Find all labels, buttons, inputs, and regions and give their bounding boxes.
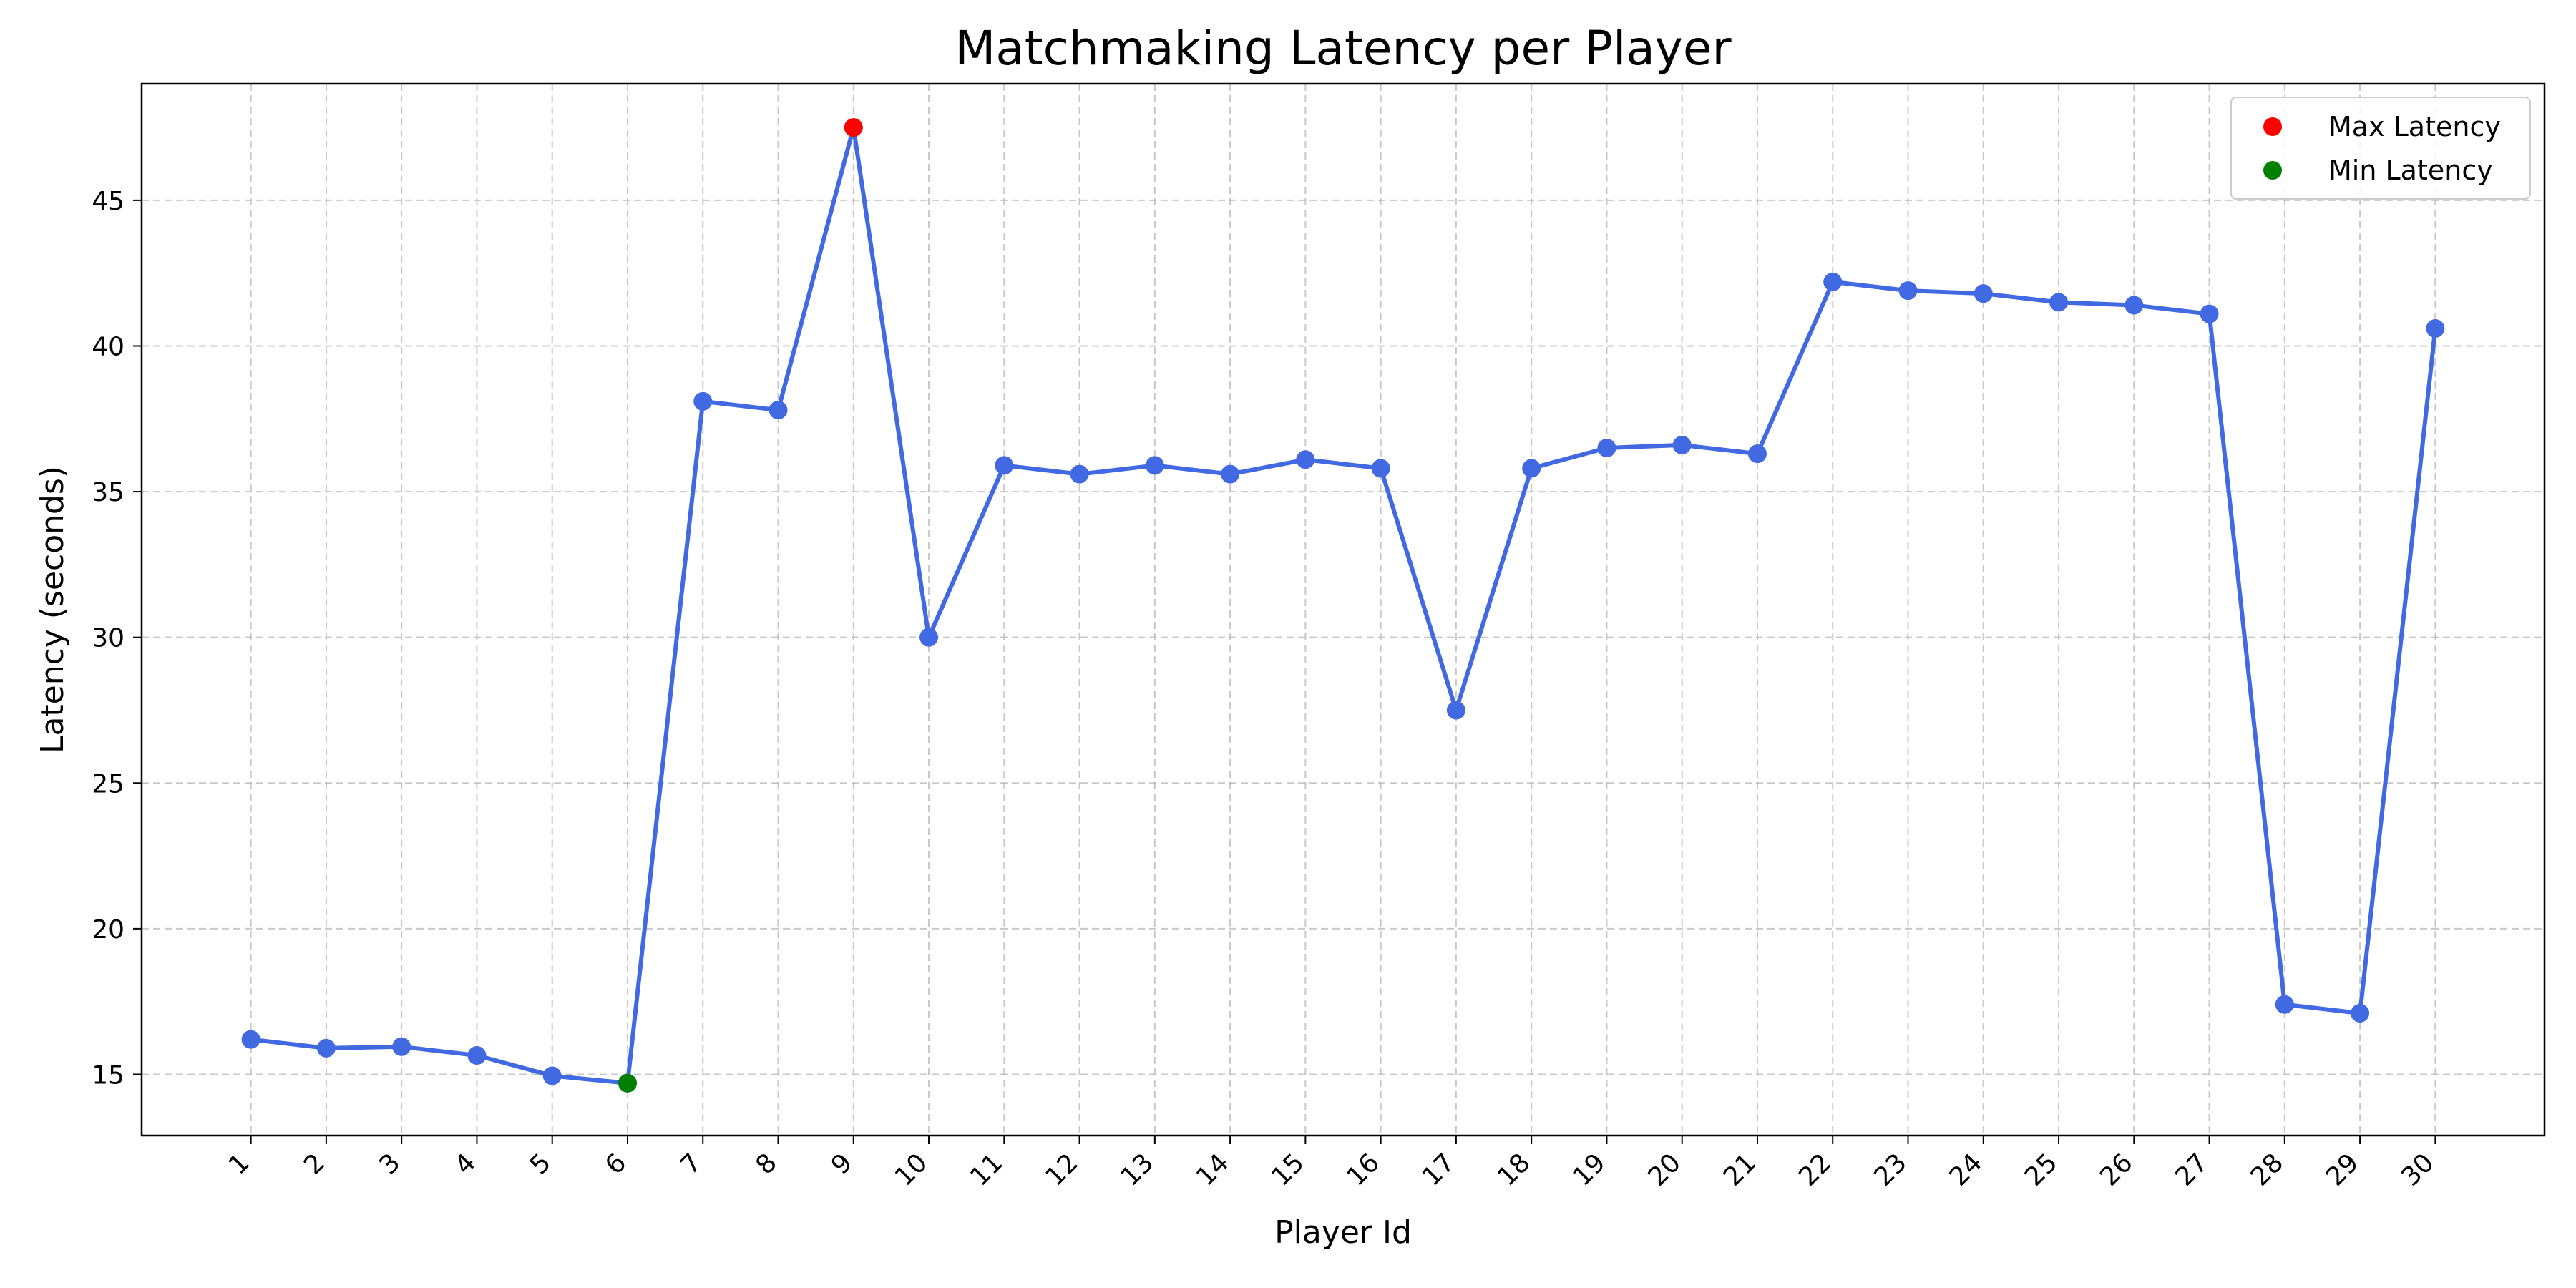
max-latency-point <box>844 118 863 137</box>
legend: Max Latency Min Latency <box>2230 97 2531 200</box>
y-tick-label: 45 <box>92 187 125 216</box>
data-point <box>1747 444 1767 464</box>
y-tick-label: 25 <box>92 769 125 799</box>
y-tick-label: 30 <box>92 624 125 653</box>
data-point <box>316 1038 336 1058</box>
data-point <box>392 1037 411 1056</box>
y-axis-ticks: 15 20 25 30 35 40 45 <box>92 187 142 1090</box>
data-point <box>542 1066 562 1085</box>
y-tick-label: 40 <box>92 332 125 361</box>
series-group <box>241 118 2445 1093</box>
data-point <box>769 401 788 420</box>
highlight-points <box>618 118 863 1093</box>
data-point <box>1296 450 1315 469</box>
y-tick-label: 15 <box>92 1060 125 1090</box>
data-point <box>1145 456 1164 475</box>
y-tick-label: 35 <box>92 478 125 507</box>
data-point <box>2049 293 2069 312</box>
data-point <box>1371 459 1390 478</box>
legend-frame <box>2230 97 2531 200</box>
y-tick-label: 20 <box>92 915 125 945</box>
y-axis-label: Latency (seconds) <box>34 466 71 753</box>
data-point <box>467 1046 487 1065</box>
data-point <box>2275 995 2294 1014</box>
data-point <box>1672 435 1692 454</box>
data-point <box>2351 1003 2370 1023</box>
data-point <box>1823 272 1843 291</box>
legend-label-min: Min Latency <box>2328 155 2493 186</box>
data-point <box>2426 319 2445 338</box>
legend-marker-max <box>2263 117 2282 136</box>
data-point <box>2124 296 2144 315</box>
legend-marker-min <box>2263 161 2282 180</box>
legend-label-max: Max Latency <box>2328 111 2501 142</box>
data-point <box>1597 439 1616 458</box>
data-point <box>241 1030 260 1049</box>
plot-frame <box>140 82 2546 1137</box>
data-point <box>1898 281 1918 301</box>
data-point <box>1221 464 1240 484</box>
data-point <box>1522 459 1541 478</box>
data-point <box>919 628 939 647</box>
min-latency-point <box>618 1073 637 1093</box>
data-point <box>693 391 713 411</box>
data-point <box>2200 304 2219 323</box>
data-point <box>1974 284 1993 303</box>
data-point <box>1446 701 1465 720</box>
data-point <box>1070 464 1089 484</box>
data-point <box>995 456 1014 475</box>
series-line <box>250 125 2438 1085</box>
grid-lines <box>142 84 2545 1136</box>
x-axis-label: Player Id <box>1274 1214 1412 1251</box>
chart-title: Matchmaking Latency per Player <box>955 21 1732 76</box>
